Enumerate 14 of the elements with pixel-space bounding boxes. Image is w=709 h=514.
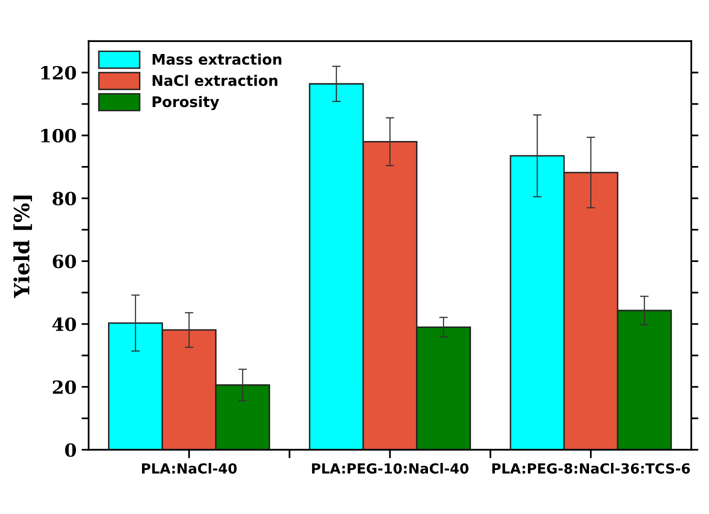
legend-label: Mass extraction [152,54,282,65]
x-tick-label: PLA:NaCl-40 [142,462,237,474]
x-tick-label: PLA:PEG-8:NaCl-36:TCS-6 [492,462,690,474]
legend-label: Porosity [152,96,220,110]
y-tick-label: 80 [52,192,76,206]
y-tick-label: 60 [52,254,76,268]
y-tick-label: 20 [52,380,76,394]
y-tick-label: 120 [41,66,76,80]
y-tick-label: 100 [41,128,76,143]
y-tick-label: 40 [52,317,76,332]
x-tick-label: PLA:PEG-10:NaCl-40 [312,462,468,474]
legend-label: NaCl extraction [152,74,278,86]
y-axis-title: Yield [%] [13,196,32,298]
y-tick-label: 0 [65,443,76,457]
